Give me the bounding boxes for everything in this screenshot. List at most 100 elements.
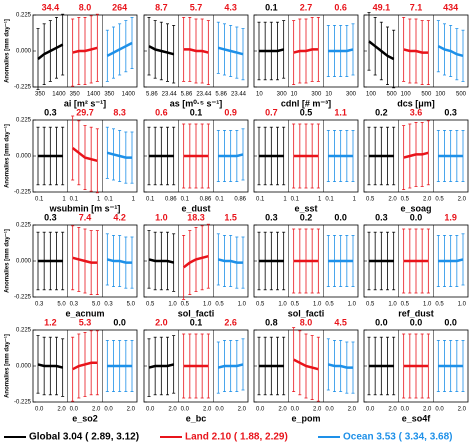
- x-tick-label: 0.0: [70, 407, 79, 413]
- x-tick-label: 0.0: [366, 407, 375, 413]
- panel-stat: 0.0: [410, 317, 423, 327]
- x-tick-label: 300: [277, 92, 288, 98]
- panel-stat: 0.0: [113, 317, 126, 327]
- panel-stat: 8.0: [79, 2, 92, 12]
- x-tick-label: 10: [325, 92, 332, 98]
- series-line: [218, 46, 244, 56]
- x-axis-label: as [m⁰·⁵ s⁻¹]: [170, 98, 223, 108]
- panel-stat: 1.2: [44, 317, 57, 327]
- series-line: [37, 363, 63, 369]
- x-tick-label: 1: [353, 197, 357, 203]
- panel-stat: 0.3: [265, 212, 278, 222]
- x-tick-label: 1400: [87, 92, 101, 98]
- x-axis-label: wsubmin [m s⁻¹]: [49, 203, 121, 213]
- x-tick-label: 2.0: [57, 407, 66, 413]
- series-line: [148, 258, 174, 264]
- x-tick-label: 0.1: [291, 197, 300, 203]
- panel-stat: 1.5: [224, 212, 237, 222]
- y-tick-label: 0.000: [16, 154, 32, 160]
- x-tick-label: 2.0: [458, 197, 467, 203]
- x-tick-label: 2.0: [238, 407, 247, 413]
- x-axis-label: sol_facti: [288, 308, 325, 318]
- series-line: [218, 258, 243, 264]
- panel-stat: 18.3: [187, 212, 205, 222]
- x-tick-label: 100: [401, 92, 412, 98]
- panel-stat: 0.1: [265, 2, 278, 12]
- x-axis-label: sol_facti: [178, 308, 215, 318]
- series-line: [72, 361, 98, 371]
- series-line: [72, 256, 98, 264]
- x-tick-label: 0.1: [146, 197, 155, 203]
- panel-stat: 4.2: [113, 212, 126, 222]
- x-tick-label: 1.0: [313, 302, 322, 308]
- panel-stat: 0.1: [190, 317, 203, 327]
- y-tick-label: -0.225: [14, 190, 32, 196]
- series-line: [37, 43, 64, 60]
- panel-stat: 29.7: [76, 107, 94, 117]
- x-tick-label: 1.0: [203, 302, 212, 308]
- panel-stat: 2.0: [155, 317, 168, 327]
- x-tick-label: 500: [456, 92, 467, 98]
- series-line: [437, 45, 464, 58]
- x-tick-label: 2.0: [168, 407, 177, 413]
- y-tick-label: -0.225: [14, 400, 32, 406]
- x-axis-label: e_so4f: [402, 413, 432, 423]
- x-axis-label: e_soag: [400, 203, 431, 213]
- panel-stat: 0.0: [375, 317, 388, 327]
- x-tick-label: 0.5: [401, 197, 410, 203]
- x-tick-label: 2.0: [92, 407, 101, 413]
- panel-stat: 2.7: [300, 2, 313, 12]
- panel-stat: 8.0: [300, 317, 313, 327]
- legend-label: Land 2.10 ( 1.88, 2.29): [185, 432, 288, 443]
- series-line: [218, 363, 244, 369]
- x-tick-label: 2.0: [203, 407, 212, 413]
- panel-stat: 7.1: [410, 2, 423, 12]
- panel-stat: 7.4: [79, 212, 92, 222]
- x-tick-label: 0.5: [291, 302, 300, 308]
- panel-stat: 0.6: [334, 2, 347, 12]
- x-tick-label: 0.0: [435, 407, 444, 413]
- series-line: [106, 41, 133, 57]
- panel-stat: 0.3: [44, 107, 57, 117]
- x-tick-label: 10: [256, 92, 263, 98]
- series-line: [403, 48, 429, 54]
- panel-stat: 0.3: [375, 212, 388, 222]
- x-tick-label: 350: [104, 92, 115, 98]
- panel-stat: 434: [443, 2, 458, 12]
- x-tick-label: 5.0: [57, 302, 66, 308]
- x-tick-label: 0.86: [165, 197, 177, 203]
- x-tick-label: 0.3: [70, 302, 79, 308]
- x-axis-label: e_pom: [291, 413, 320, 423]
- x-tick-label: 100: [366, 92, 377, 98]
- x-tick-label: 0.5: [325, 302, 334, 308]
- x-tick-label: 5.86: [181, 92, 193, 98]
- x-tick-label: 0.0: [146, 407, 155, 413]
- series-line: [107, 151, 132, 159]
- x-tick-label: 0.5: [401, 302, 410, 308]
- panel-stat: 34.4: [42, 2, 60, 12]
- x-tick-label: 0.0: [325, 407, 334, 413]
- panel-stat: 5.3: [79, 317, 92, 327]
- y-tick-label: 0.000: [16, 364, 32, 370]
- panel-stat: 0.5: [300, 107, 313, 117]
- panel-stat: 4.5: [334, 317, 347, 327]
- x-tick-label: 5.86: [215, 92, 227, 98]
- x-tick-label: 1.0: [278, 302, 287, 308]
- series-line: [218, 153, 244, 158]
- x-tick-label: 23.44: [196, 92, 212, 98]
- x-tick-label: 23.44: [162, 92, 178, 98]
- y-axis-label: Anomalies [mm day⁻¹]: [4, 229, 11, 293]
- x-tick-label: 1: [132, 197, 136, 203]
- x-tick-label: 0.1: [181, 197, 190, 203]
- series-line: [293, 48, 319, 54]
- y-tick-label: 0.225: [16, 13, 32, 19]
- x-tick-label: 0.5: [435, 302, 444, 308]
- x-tick-label: 1.0: [348, 302, 357, 308]
- panel-stat: 3.6: [410, 107, 423, 117]
- x-tick-label: 10: [291, 92, 298, 98]
- x-axis-label: ref_dust: [398, 308, 434, 318]
- x-tick-label: 1400: [52, 92, 66, 98]
- panel-stat: 49.1: [373, 2, 391, 12]
- panel-stat: 0.7: [265, 107, 278, 117]
